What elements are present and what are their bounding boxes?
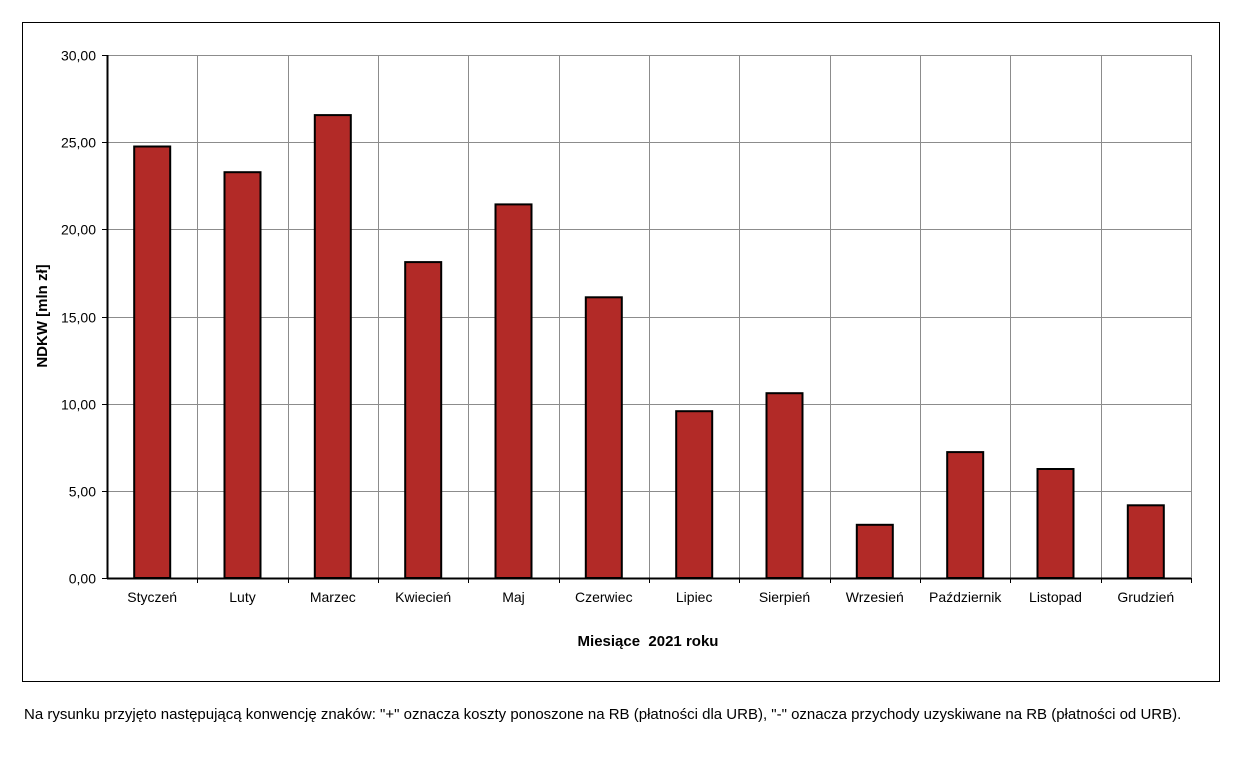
x-tick-label: Lipiec (676, 589, 713, 605)
bar-sierpień (765, 392, 804, 580)
x-tick-label: Maj (502, 589, 525, 605)
bar-luty (223, 171, 262, 579)
bar-październik (946, 451, 985, 580)
x-tick-label: Wrzesień (846, 589, 904, 605)
x-tick-label: Luty (229, 589, 255, 605)
bar-lipiec (675, 410, 714, 580)
bar-marzec (313, 114, 352, 579)
y-tick-label: 5,00 (69, 484, 96, 500)
axes (102, 55, 1192, 583)
bars (133, 114, 1165, 580)
bar-listopad (1036, 468, 1075, 579)
y-tick-label: 20,00 (61, 222, 96, 238)
grid-lines (107, 55, 1192, 578)
bar-wrzesień (855, 523, 894, 579)
y-tick-label: 0,00 (69, 571, 96, 587)
bar-maj (494, 203, 533, 579)
figure-caption: Na rysunku przyjęto następującą konwencj… (24, 706, 1182, 723)
x-tick-label: Czerwiec (575, 589, 633, 605)
bar-chart: 0,00 5,00 10,00 15,00 20,00 25,00 30,00 Stycze… (34, 48, 1192, 650)
x-tick-label: Listopad (1029, 589, 1082, 605)
x-tick-label: Kwiecień (395, 589, 451, 605)
bar-styczeń (133, 145, 172, 579)
x-axis-title: Miesiące 2021 roku (578, 633, 719, 650)
x-tick-labels: Styczeń Luty Marzec Kwiecień Maj Czerwiec Lipi… (127, 589, 1174, 605)
y-tick-label: 30,00 (61, 48, 96, 64)
y-tick-label: 15,00 (61, 310, 96, 326)
bar-grudzień (1126, 504, 1165, 579)
x-tick-label: Październik (929, 589, 1002, 605)
x-tick-label: Sierpień (759, 589, 810, 605)
bar-czerwiec (584, 296, 623, 579)
x-tick-label: Marzec (310, 589, 356, 605)
x-tick-label: Grudzień (1117, 589, 1174, 605)
y-tick-label: 25,00 (61, 135, 96, 151)
bar-kwiecień (404, 261, 443, 579)
y-tick-label: 10,00 (61, 397, 96, 413)
y-tick-labels: 0,00 5,00 10,00 15,00 20,00 25,00 30,00 (61, 48, 96, 587)
x-tick-label: Styczeń (127, 589, 177, 605)
y-axis-title: NDKW [mln zł] (34, 264, 51, 367)
